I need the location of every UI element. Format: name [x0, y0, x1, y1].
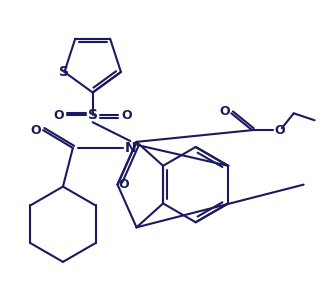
- Text: O: O: [54, 109, 64, 122]
- Text: O: O: [30, 124, 40, 137]
- Text: O: O: [121, 109, 132, 122]
- Text: S: S: [59, 65, 69, 79]
- Text: N: N: [124, 141, 136, 155]
- Text: O: O: [118, 178, 129, 191]
- Text: O: O: [274, 124, 285, 137]
- Text: O: O: [219, 105, 230, 118]
- Text: S: S: [88, 108, 98, 122]
